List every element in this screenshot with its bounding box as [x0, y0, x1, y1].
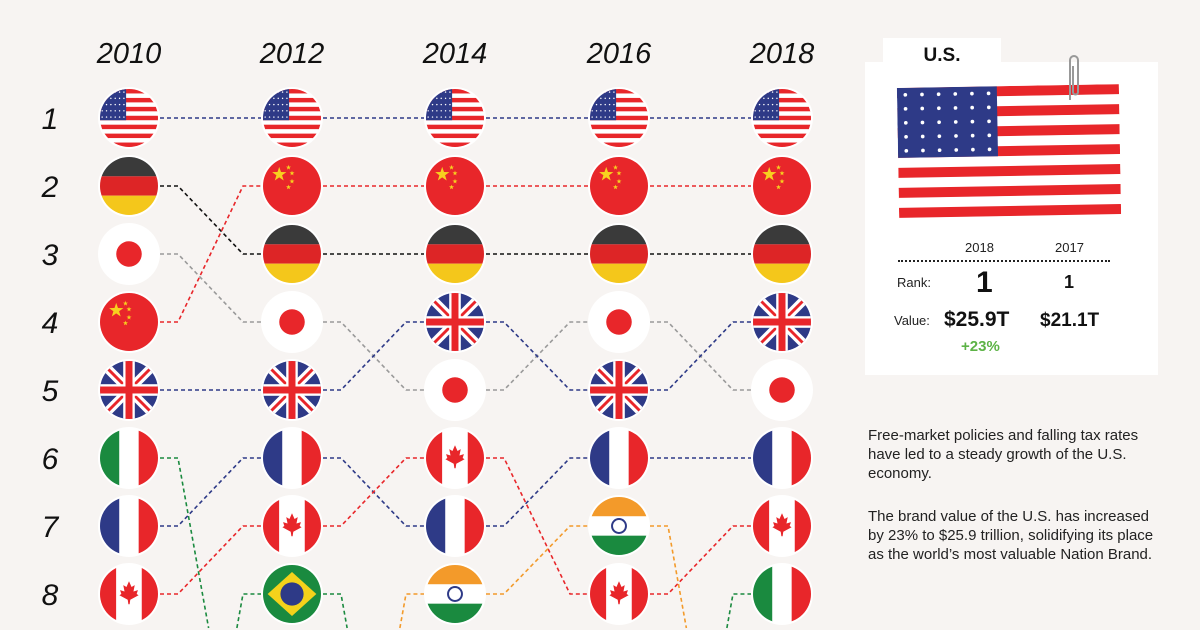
italy-flag-icon	[753, 565, 811, 623]
japan-flag-icon	[753, 361, 811, 419]
rank-connector	[650, 525, 751, 595]
value-2018: $25.9T	[944, 308, 1010, 331]
rank-label: 5	[42, 375, 59, 408]
uk-flag-icon	[426, 293, 484, 351]
germany-flag-icon	[590, 225, 648, 283]
china-flag-icon	[590, 157, 648, 215]
germany-flag-icon	[100, 157, 158, 215]
value-2017: $21.1T	[1040, 310, 1100, 331]
year-label: 2012	[259, 38, 325, 70]
rank-2018: 1	[976, 266, 993, 299]
rank-label: 2	[41, 171, 59, 204]
rank-connector	[486, 457, 588, 527]
rank-connector	[160, 185, 261, 255]
rank-label: 3	[42, 239, 59, 272]
stats-table: 2018 2017 Rank: 1 1 Value: $25.9T $21.1T…	[865, 230, 1158, 365]
uk-flag-icon	[100, 361, 158, 419]
us-flag-icon	[753, 89, 811, 147]
italy-flag-icon	[100, 429, 158, 487]
rank-connector	[236, 593, 261, 629]
canada-flag-icon	[590, 565, 648, 623]
rank-connector	[160, 525, 261, 595]
rank-label: 4	[42, 307, 59, 340]
value-label: Value:	[894, 313, 930, 328]
brazil-flag-icon	[263, 565, 321, 623]
year-label: 2010	[96, 38, 162, 70]
rank-connector	[486, 525, 588, 595]
uk-flag-icon	[263, 361, 321, 419]
col-2017: 2017	[1055, 240, 1084, 255]
year-label: 2016	[586, 38, 652, 70]
bump-chart: 2010 2012 2014 2016 2018 1 2 3 4 5 6 7 8	[41, 38, 815, 629]
col-2018: 2018	[965, 240, 994, 255]
japan-flag-icon	[426, 361, 484, 419]
germany-flag-icon	[263, 225, 321, 283]
rank-connector	[399, 593, 424, 629]
france-flag-icon	[590, 429, 648, 487]
germany-flag-icon	[426, 225, 484, 283]
change-percent: +23%	[961, 338, 1000, 355]
rank-connector	[323, 321, 424, 391]
japan-flag-icon	[263, 293, 321, 351]
rank-connector	[650, 525, 688, 629]
rank-label: 6	[42, 443, 59, 476]
us-flag-icon	[590, 89, 648, 147]
rank-label: Rank:	[897, 275, 931, 290]
china-flag-icon	[263, 157, 321, 215]
description-2: The brand value of the U.S. has increase…	[868, 508, 1154, 563]
rank-connector	[160, 457, 261, 527]
china-flag-icon	[100, 293, 158, 351]
china-flag-icon	[426, 157, 484, 215]
france-flag-icon	[263, 429, 321, 487]
france-flag-icon	[753, 429, 811, 487]
canada-flag-icon	[426, 429, 484, 487]
canada-flag-icon	[263, 497, 321, 555]
rank-connector	[323, 457, 424, 527]
canada-flag-icon	[753, 497, 811, 555]
description-1: Free-market policies and falling tax rat…	[868, 427, 1139, 482]
japan-flag-icon	[590, 293, 648, 351]
rank-connector	[486, 457, 588, 595]
japan-flag-icon	[100, 225, 158, 283]
divider	[898, 260, 1110, 262]
rank-connector	[726, 593, 751, 629]
rank-connector	[650, 321, 751, 391]
country-tab: U.S.	[883, 38, 1001, 66]
uk-flag-icon	[590, 361, 648, 419]
rank-connector	[160, 185, 261, 323]
france-flag-icon	[100, 497, 158, 555]
india-flag-icon	[590, 497, 648, 555]
germany-flag-icon	[753, 225, 811, 283]
france-flag-icon	[426, 497, 484, 555]
us-flag-large	[896, 84, 1122, 218]
us-flag-icon	[263, 89, 321, 147]
us-flag-icon	[426, 89, 484, 147]
rank-connector	[160, 253, 261, 323]
rank-2017: 1	[1064, 272, 1075, 292]
china-flag-icon	[753, 157, 811, 215]
rank-connector	[323, 593, 348, 629]
rank-label: 7	[42, 511, 60, 544]
canada-flag-icon	[100, 565, 158, 623]
rank-connector	[160, 457, 210, 629]
uk-flag-icon	[753, 293, 811, 351]
us-flag-icon	[100, 89, 158, 147]
year-label: 2018	[749, 38, 815, 70]
rank-label: 8	[42, 579, 59, 612]
rank-label: 1	[42, 103, 59, 136]
paperclip-icon	[1069, 55, 1079, 100]
year-label: 2014	[422, 38, 488, 70]
india-flag-icon	[426, 565, 484, 623]
rank-connector	[486, 321, 588, 391]
